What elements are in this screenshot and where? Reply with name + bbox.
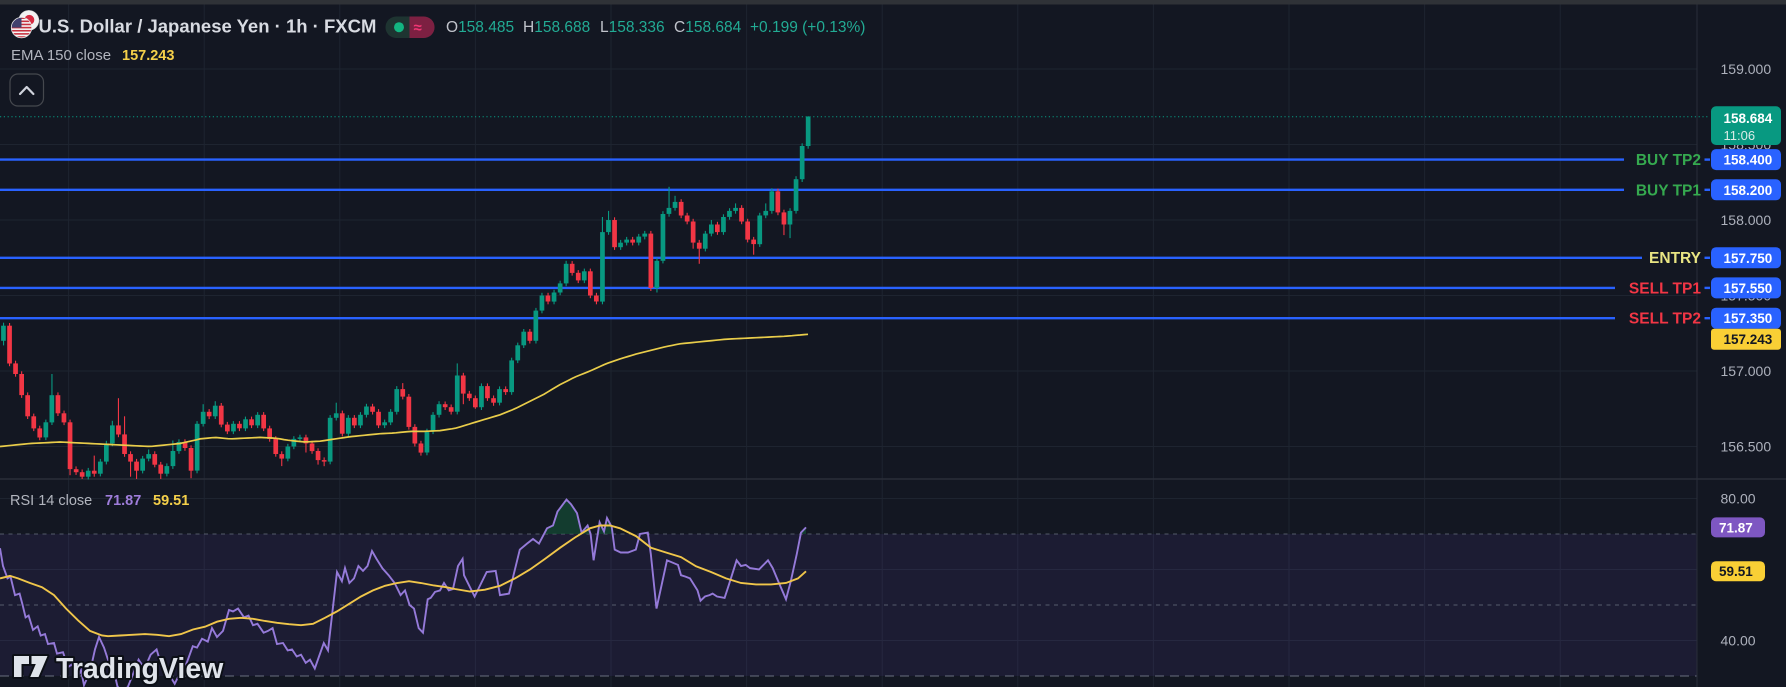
svg-text:59.51: 59.51 <box>153 493 189 509</box>
svg-text:157.350: 157.350 <box>1724 311 1773 326</box>
svg-text:ENTRY: ENTRY <box>1649 250 1702 267</box>
svg-text:11:06: 11:06 <box>1724 128 1756 143</box>
svg-text:SELL TP1: SELL TP1 <box>1629 280 1701 297</box>
svg-text:157.750: 157.750 <box>1724 251 1773 266</box>
svg-text:156.500: 156.500 <box>1721 439 1772 455</box>
svg-text:TradingView: TradingView <box>56 653 224 685</box>
svg-text:157.243: 157.243 <box>122 48 174 64</box>
svg-text:U.S. Dollar / Japanese Yen · 1: U.S. Dollar / Japanese Yen · 1h · FXCM <box>39 16 377 37</box>
svg-text:157.550: 157.550 <box>1724 281 1773 296</box>
svg-text:≈: ≈ <box>414 20 422 37</box>
svg-text:158.400: 158.400 <box>1724 153 1773 168</box>
svg-text:+0.199 (+0.13%): +0.199 (+0.13%) <box>750 19 865 36</box>
svg-text:BUY TP2: BUY TP2 <box>1636 152 1701 169</box>
svg-text:40.00: 40.00 <box>1721 633 1756 649</box>
svg-text:157.000: 157.000 <box>1721 363 1772 379</box>
svg-text:158.684: 158.684 <box>1724 111 1773 126</box>
svg-text:RSI 14 close: RSI 14 close <box>10 493 92 509</box>
svg-text:158.200: 158.200 <box>1724 183 1773 198</box>
svg-text:71.87: 71.87 <box>105 493 141 509</box>
svg-text:59.51: 59.51 <box>1719 564 1753 579</box>
svg-text:BUY TP1: BUY TP1 <box>1636 182 1702 199</box>
svg-text:O158.485: O158.485 <box>446 19 514 36</box>
svg-text:71.87: 71.87 <box>1719 520 1753 535</box>
svg-text:EMA 150 close: EMA 150 close <box>11 47 111 64</box>
svg-text:158.000: 158.000 <box>1721 212 1772 228</box>
svg-text:80.00: 80.00 <box>1721 491 1756 507</box>
svg-text:SELL TP2: SELL TP2 <box>1629 311 1701 328</box>
svg-text:157.243: 157.243 <box>1724 332 1773 347</box>
svg-text:H158.688: H158.688 <box>523 19 590 36</box>
svg-text:L158.336: L158.336 <box>600 19 665 36</box>
svg-text:159.000: 159.000 <box>1721 61 1772 77</box>
svg-text:C158.684: C158.684 <box>674 19 742 36</box>
